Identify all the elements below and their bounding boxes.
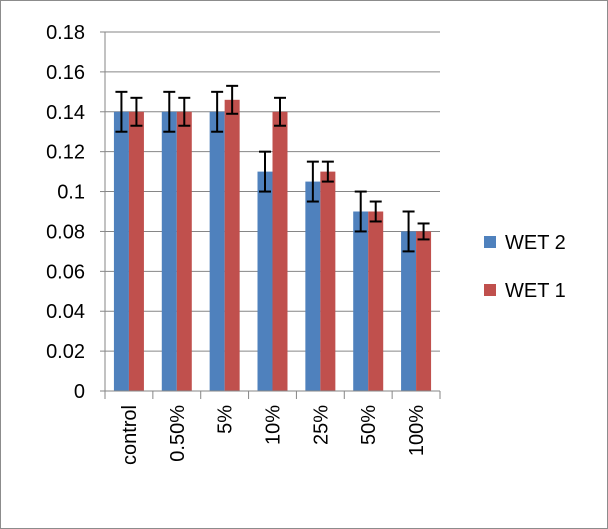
y-tick-label: 0.08 — [46, 221, 85, 243]
y-tick-label: 0.04 — [46, 301, 85, 323]
x-tick-label: 50% — [358, 405, 380, 445]
bar-wet-1 — [128, 111, 144, 392]
legend-swatch — [484, 236, 496, 248]
bar-wet-1 — [176, 111, 192, 392]
x-tick-label: control — [119, 405, 141, 465]
bar-wet-2 — [113, 111, 129, 392]
x-tick-label: 10% — [263, 405, 285, 445]
y-tick-label: 0.14 — [46, 102, 85, 124]
legend-label: WET 1 — [505, 280, 566, 302]
y-tick-label: 0 — [74, 381, 85, 403]
y-tick-label: 0.1 — [57, 182, 85, 204]
bar-wet-1 — [368, 211, 384, 391]
y-tick-label: 0.02 — [46, 341, 85, 363]
x-tick-label: 25% — [310, 405, 332, 445]
bar-wet-1 — [224, 99, 240, 392]
bar-wet-2 — [209, 111, 225, 392]
axes — [100, 31, 441, 399]
y-tick-label: 0.18 — [46, 22, 85, 44]
x-tick-label: 5% — [215, 405, 237, 434]
x-tick-label: 100% — [406, 405, 428, 456]
bar-wet-2 — [401, 231, 417, 391]
bar-wet-1 — [416, 231, 432, 391]
y-tick-label: 0.06 — [46, 261, 85, 283]
bar-wet-2 — [161, 111, 177, 392]
legend-label: WET 2 — [505, 232, 566, 254]
y-tick-label: 0.16 — [46, 62, 85, 84]
bar-wet-2 — [353, 211, 369, 391]
legend-swatch — [484, 284, 496, 296]
y-tick-label: 0.12 — [46, 142, 85, 164]
legend: WET 2 WET 1 — [484, 232, 566, 302]
error-bars — [115, 84, 430, 253]
bar-wet-2 — [257, 171, 273, 391]
bar-wet-2 — [305, 181, 321, 391]
bar-wet-1 — [272, 111, 288, 392]
bar-wet-1 — [320, 171, 336, 391]
x-tick-label: 0.50% — [167, 405, 189, 462]
tick-labels: 0 0.02 0.04 0.06 0.08 0.1 0.12 0.14 0.16 0.18 cont… — [46, 22, 428, 465]
bars — [113, 99, 432, 392]
